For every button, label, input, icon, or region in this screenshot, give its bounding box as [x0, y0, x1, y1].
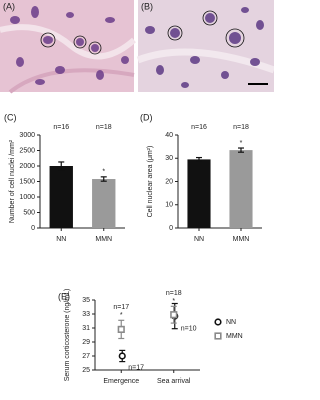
legend-label: NN	[226, 319, 236, 326]
n-label: n=18	[233, 124, 249, 131]
y-tick-label: 35	[82, 297, 90, 304]
x-tick-label: MMN	[233, 236, 250, 243]
y-tick-label: 30	[165, 155, 173, 162]
image-label: (A)	[3, 1, 15, 11]
panel-label: (E)	[58, 291, 70, 301]
x-tick-label: NN	[194, 236, 204, 243]
n-label: n=16	[53, 124, 69, 131]
panel-label: (C)	[4, 112, 17, 122]
n-label: n=16	[191, 124, 207, 131]
y-tick-label: 0	[169, 225, 173, 232]
legend-marker	[214, 318, 222, 326]
n-label: n=17	[128, 364, 144, 371]
point	[118, 352, 126, 360]
n-label: n=17	[113, 304, 129, 311]
n-label: n=18	[166, 290, 182, 297]
y-tick-label: 3000	[19, 132, 35, 139]
legend-marker	[214, 332, 222, 340]
bar	[187, 159, 211, 228]
y-tick-label: 40	[165, 132, 173, 139]
panel-label: (D)	[140, 112, 153, 122]
x-tick-label: NN	[56, 236, 66, 243]
x-tick-label: Sea arrival	[157, 378, 191, 385]
point	[170, 311, 178, 319]
y-tick-label: 20	[165, 178, 173, 185]
y-tick-label: 1500	[19, 178, 35, 185]
bar	[229, 150, 253, 228]
y-tick-label: 2500	[19, 147, 35, 154]
y-tick-label: 1000	[19, 194, 35, 201]
y-tick-label: 500	[23, 209, 35, 216]
significance-label: *	[172, 298, 175, 305]
n-label: n=10	[181, 326, 197, 333]
y-tick-label: 2000	[19, 163, 35, 170]
figure: (A) (B) (C) Number of cell nuclei /mm² 0 50…	[0, 0, 274, 385]
y-tick-label: 31	[82, 325, 90, 332]
significance-label: *	[102, 169, 105, 176]
significance-label: *	[120, 312, 123, 319]
image-b: (B)	[136, 0, 274, 92]
y-tick-label: 27	[82, 353, 90, 360]
x-tick-label: MMN	[95, 236, 112, 243]
bar	[92, 179, 116, 228]
y-axis-label: Number of cell nuclei /mm²	[9, 139, 16, 223]
y-tick-label: 10	[165, 202, 173, 209]
n-label: n=18	[96, 124, 112, 131]
significance-label: *	[240, 140, 243, 147]
y-axis-label: Cell nuclear area (μm²)	[147, 146, 154, 218]
y-tick-label: 25	[82, 367, 90, 374]
y-tick-label: 29	[82, 339, 90, 346]
image-label: (B)	[141, 1, 153, 11]
y-tick-label: 33	[82, 311, 90, 318]
legend-label: MMN	[226, 333, 243, 340]
image-a: (A)	[0, 0, 136, 94]
bar	[49, 166, 73, 228]
y-axis-label: Serum corticosterone (ng/mL)	[64, 289, 71, 382]
x-tick-label: Emergence	[103, 378, 139, 385]
y-tick-label: 0	[31, 225, 35, 232]
point	[117, 325, 125, 334]
